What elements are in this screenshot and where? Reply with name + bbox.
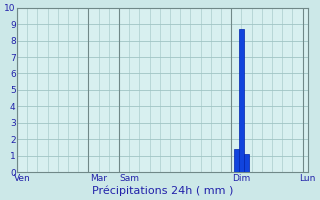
Bar [234, 149, 239, 172]
Bar [244, 154, 249, 172]
X-axis label: Précipitations 24h ( mm ): Précipitations 24h ( mm ) [92, 185, 233, 196]
Bar [239, 29, 244, 172]
